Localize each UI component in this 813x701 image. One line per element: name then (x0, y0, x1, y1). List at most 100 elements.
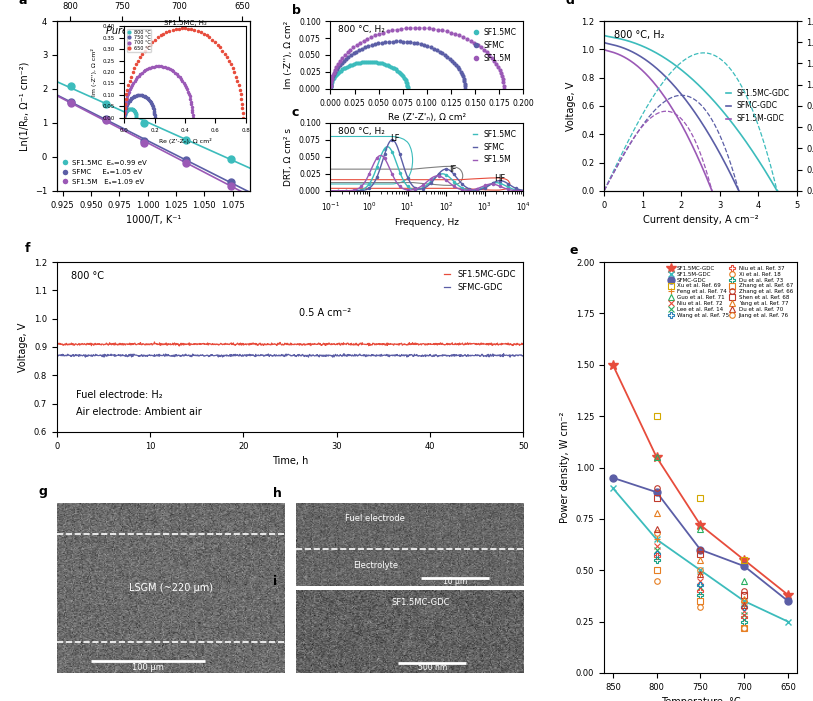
Niu et al. Ref. 37 (652, 552, 662, 560)
SF1.5M-GDC (696, 566, 706, 574)
Line: SFMC-GDC: SFMC-GDC (57, 354, 523, 357)
SFMC-GDC (424, 350, 434, 359)
SF1.5M-GDC (599, 45, 609, 53)
Legend: SF1.5MC-GDC, SFMC-GDC, SF1.5M-GDC: SF1.5MC-GDC, SFMC-GDC, SF1.5M-GDC (723, 86, 793, 126)
SF1.5M-GDC (608, 484, 618, 492)
Legend: SF1.5MC, SFMC, SF1.5M: SF1.5MC, SFMC, SF1.5M (471, 25, 520, 66)
SF1.5MC-GDC (150, 338, 159, 346)
Xi et al. Ref. 18 (696, 566, 706, 574)
Y-axis label: Voltage, V: Voltage, V (19, 322, 28, 372)
SF1.5MC-GDC (783, 591, 793, 599)
Line: Jiang et al. Ref. 76: Jiang et al. Ref. 76 (654, 578, 747, 630)
Line: SFMC-GDC: SFMC-GDC (610, 475, 791, 604)
Shen et al. Ref. 68 (652, 494, 662, 503)
SF1.5MC-GDC (652, 453, 662, 461)
SF1.5M-GDC (652, 536, 662, 544)
Line: Xu et al. Ref. 69: Xu et al. Ref. 69 (654, 414, 747, 563)
Text: g: g (39, 484, 48, 498)
SF1.5M-GDC (606, 48, 615, 56)
Text: Air electrode: Ambient air: Air electrode: Ambient air (76, 407, 202, 417)
Jiang et al. Ref. 76 (696, 603, 706, 611)
Line: Lee et al. Ref. 14: Lee et al. Ref. 14 (654, 547, 747, 618)
Text: c: c (292, 106, 299, 119)
Line: Du et al. Ref. 73: Du et al. Ref. 73 (654, 557, 747, 625)
Xu et al. Ref. 69 (696, 494, 706, 503)
Line: Wang et al. Ref. 75: Wang et al. Ref. 75 (654, 551, 747, 610)
SF1.5MC-GDC (241, 341, 251, 349)
SF1.5MC-GDC (100, 340, 110, 348)
Shen et al. Ref. 68 (696, 550, 706, 558)
SFMC-GDC (739, 562, 749, 571)
SF1.5M-GDC (707, 186, 717, 195)
Line: SF1.5M-GDC: SF1.5M-GDC (610, 484, 791, 625)
SFMC-GDC (728, 173, 737, 182)
Text: 10 μm: 10 μm (443, 576, 467, 585)
Feng et al. Ref. 74 (696, 570, 706, 578)
SF1.5M-GDC (620, 53, 629, 61)
X-axis label: 1000/T, K⁻¹: 1000/T, K⁻¹ (126, 215, 180, 225)
Text: SF1.5MC-GDC: SF1.5MC-GDC (392, 598, 450, 607)
SF1.5MC-GDC (599, 31, 609, 39)
SF1.5M-GDC (603, 47, 613, 55)
Line: SF1.5M-GDC: SF1.5M-GDC (604, 49, 712, 191)
SFMC-GDC (505, 353, 515, 361)
SFMC-GDC (241, 350, 250, 359)
Shen et al. Ref. 68 (739, 591, 749, 599)
Jiang et al. Ref. 76 (739, 624, 749, 632)
Text: Pure H₂: Pure H₂ (107, 26, 142, 36)
Text: f: f (24, 242, 30, 255)
Du et al. Ref. 70 (739, 601, 749, 609)
SF1.5M-GDC (739, 597, 749, 605)
Y-axis label: Power density, W cm⁻²: Power density, W cm⁻² (560, 412, 570, 523)
Text: LF: LF (390, 134, 399, 142)
Niu et al. Ref. 72 (696, 576, 706, 585)
Xu et al. Ref. 69 (739, 556, 749, 564)
Y-axis label: Voltage, V: Voltage, V (566, 81, 576, 130)
Text: h: h (273, 486, 282, 500)
SF1.5M-GDC (698, 164, 707, 172)
Niu et al. Ref. 72 (739, 607, 749, 615)
Line: Xi et al. Ref. 18: Xi et al. Ref. 18 (654, 531, 747, 604)
Xu et al. Ref. 69 (652, 412, 662, 421)
SFMC-GDC (258, 351, 267, 360)
Lee et al. Ref. 14 (652, 545, 662, 554)
Line: Niu et al. Ref. 72: Niu et al. Ref. 72 (654, 543, 747, 614)
SFMC-GDC (652, 488, 662, 496)
Y-axis label: Im (-Z''), Ω cm²: Im (-Z''), Ω cm² (285, 21, 293, 89)
Feng et al. Ref. 74 (739, 601, 749, 609)
SF1.5MC-GDC (610, 34, 620, 42)
Y-axis label: Ln(1/Rₚ, Ω⁻¹ cm⁻²): Ln(1/Rₚ, Ω⁻¹ cm⁻²) (20, 61, 29, 151)
SF1.5MC-GDC (758, 163, 767, 171)
SFMC-GDC (416, 352, 426, 360)
Niu et al. Ref. 72 (652, 541, 662, 550)
SFMC-GDC (624, 46, 634, 55)
Text: b: b (292, 4, 301, 18)
Feng et al. Ref. 74 (652, 536, 662, 544)
Text: 0.5 A cm⁻²: 0.5 A cm⁻² (299, 308, 351, 318)
Text: LSGM (~220 μm): LSGM (~220 μm) (128, 583, 213, 593)
Y-axis label: DRT, Ω cm² s: DRT, Ω cm² s (285, 128, 293, 186)
Line: Zhang et al. Ref. 67: Zhang et al. Ref. 67 (654, 568, 747, 630)
SF1.5MC-GDC (772, 186, 782, 195)
Legend: SF1.5MC, SFMC, SF1.5M: SF1.5MC, SFMC, SF1.5M (470, 127, 520, 168)
Text: a: a (19, 0, 27, 7)
SF1.5MC-GDC (425, 340, 435, 348)
SF1.5M-GDC (783, 618, 793, 626)
Text: 100 μm: 100 μm (132, 662, 164, 672)
X-axis label: Current density, A cm⁻²: Current density, A cm⁻² (642, 215, 759, 225)
Text: Fuel electrode: H₂: Fuel electrode: H₂ (76, 390, 162, 400)
SF1.5MC-GDC (632, 39, 641, 48)
Line: Yang et al. Ref. 77: Yang et al. Ref. 77 (654, 510, 747, 601)
Line: SF1.5MC-GDC: SF1.5MC-GDC (608, 360, 793, 600)
Du et al. Ref. 73 (652, 556, 662, 564)
Text: 800 °C, H₂: 800 °C, H₂ (338, 127, 385, 136)
Legend: SF1.5MC  Eₐ=0.99 eV, SFMC     Eₐ=1.05 eV, SF1.5M   Eₐ=1.09 eV: SF1.5MC Eₐ=0.99 eV, SFMC Eₐ=1.05 eV, SF1… (60, 157, 150, 187)
Zhang et al. Ref. 66 (696, 545, 706, 554)
Wang et al. Ref. 75 (696, 580, 706, 589)
SF1.5MC-GDC (764, 172, 774, 181)
Line: Feng et al. Ref. 74: Feng et al. Ref. 74 (654, 537, 747, 608)
Du et al. Ref. 73 (739, 618, 749, 626)
Legend: SF1.5MC-GDC, SFMC-GDC: SF1.5MC-GDC, SFMC-GDC (441, 266, 519, 295)
Wang et al. Ref. 75 (652, 550, 662, 558)
Du et al. Ref. 70 (652, 525, 662, 533)
